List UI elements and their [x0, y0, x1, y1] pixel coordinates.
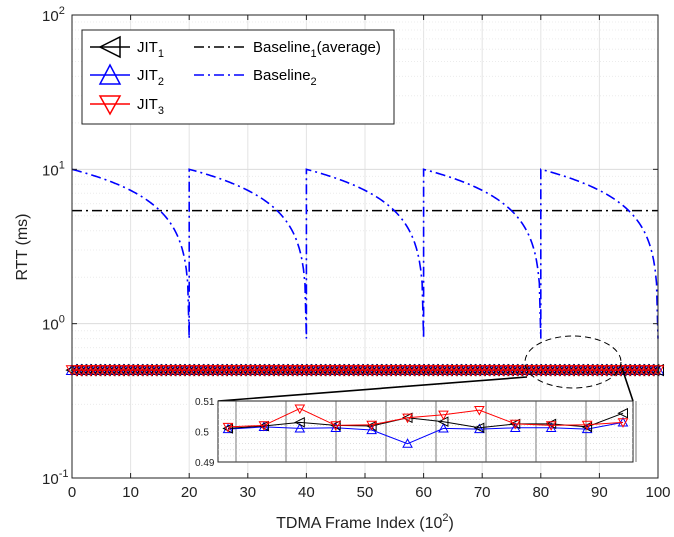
- inset-jit3-marker: [438, 410, 449, 421]
- x-tick-label: 20: [181, 484, 198, 501]
- y-axis-ticks: 10-1 100 101 102: [42, 5, 658, 488]
- series-layer: [65, 168, 665, 377]
- x-tick-label: 0: [68, 484, 76, 501]
- y-tick-label: 100: [42, 314, 65, 334]
- x-tick-label: 90: [591, 484, 608, 501]
- legend-marker-jit3: [98, 95, 122, 116]
- x-tick-label: 10: [122, 484, 139, 501]
- x-tick-label: 80: [532, 484, 549, 501]
- inset-jit1-marker: [366, 420, 377, 432]
- y-tick-label: 10-1: [42, 468, 68, 488]
- inset-jit3-line: [227, 408, 624, 428]
- x-tick-label: 60: [415, 484, 432, 501]
- zoom-connector-right: [621, 367, 634, 402]
- inset-jit3-marker: [509, 419, 521, 430]
- legend-marker-jit2: [98, 63, 122, 85]
- inset-y-tick-label: 0.49: [195, 458, 215, 469]
- inset-jit1-line: [227, 412, 624, 429]
- inset-jit3-marker: [402, 413, 413, 424]
- x-tick-label: 100: [645, 484, 670, 501]
- zoom-ellipse: [524, 335, 622, 389]
- inset-jit3-marker: [366, 420, 377, 431]
- x-axis-label: TDMA Frame Index (102): [276, 512, 454, 532]
- legend-label-jit2: JIT2: [137, 67, 164, 88]
- legend-label-jit1: JIT1: [137, 39, 164, 60]
- x-tick-label: 70: [474, 484, 491, 501]
- legend-label-jit3: JIT3: [137, 96, 164, 117]
- inset-jit1-marker: [294, 417, 305, 428]
- zoom-inset: 0.51 0.5 0.49: [195, 397, 637, 469]
- inset-jit3-marker: [545, 421, 557, 431]
- inset-jit1-marker: [258, 420, 269, 432]
- y-axis-label: RTT (ms): [14, 214, 31, 281]
- inset-jit2-line: [227, 421, 624, 445]
- legend-marker-jit1: [98, 35, 121, 59]
- inset-jit3-marker: [330, 421, 342, 431]
- legend-label-baseline2: Baseline2: [253, 67, 317, 88]
- inset-jit2-marker: [581, 423, 593, 434]
- legend-label-baseline1: Baseline1(average): [253, 39, 381, 60]
- inset-y-tick-label: 0.51: [195, 397, 215, 408]
- inset-jit2-marker: [438, 422, 449, 433]
- x-axis-ticks: 0 10 20 30 40 50 60 70 80 90 100: [68, 15, 671, 501]
- inset-jit1-marker: [473, 422, 485, 434]
- inset-jit3-marker: [258, 421, 270, 431]
- y-tick-label: 102: [42, 5, 65, 25]
- inset-jit2-marker: [402, 438, 413, 448]
- baseline2-line: [71, 168, 659, 339]
- x-tick-label: 50: [357, 484, 374, 501]
- inset-jit3-marker: [222, 422, 234, 433]
- inset-y-tick-label: 0.5: [195, 428, 209, 439]
- x-tick-label: 30: [239, 484, 256, 501]
- inset-jit3-marker: [474, 406, 485, 416]
- zoom-connector-left: [217, 376, 528, 402]
- inset-jit2-marker: [330, 422, 342, 432]
- inset-jit1-marker: [617, 407, 628, 419]
- y-tick-label: 101: [42, 159, 65, 179]
- inset-jit2-marker: [294, 422, 306, 433]
- legend: JIT1 JIT2 JIT3 Baseline1(average) Baseli…: [81, 29, 395, 125]
- inset-jit3-marker: [294, 404, 306, 415]
- inset-jit3-marker: [617, 418, 629, 428]
- x-tick-label: 40: [298, 484, 315, 501]
- inset-jit3-marker: [581, 420, 593, 431]
